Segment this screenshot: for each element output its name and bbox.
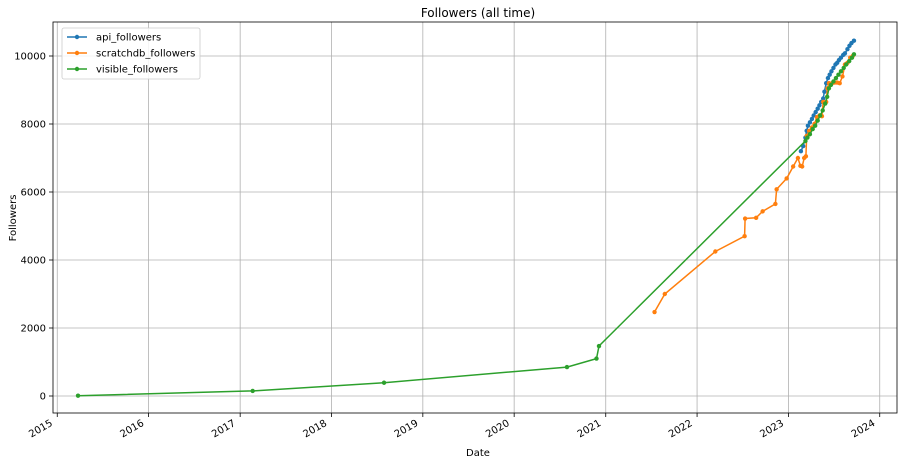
- data-point: [807, 132, 813, 137]
- data-point: [847, 58, 852, 64]
- data-point: [803, 154, 809, 159]
- series-layer: [75, 38, 857, 398]
- legend-box: [61, 27, 201, 80]
- series-visible-followers: [75, 52, 857, 398]
- legend-item: scratchdb_followers: [67, 49, 195, 60]
- data-point: [837, 81, 842, 86]
- legend-swatch-marker: [74, 66, 80, 72]
- y-axis-label: Followers: [8, 195, 19, 242]
- legend: api_followers scratchdb_followers visible_…: [61, 27, 201, 80]
- data-point: [594, 356, 599, 361]
- data-point: [841, 65, 846, 71]
- data-point: [806, 128, 812, 133]
- y-tick-label: 8000: [21, 120, 46, 131]
- legend-item: visible_followers: [67, 65, 178, 76]
- data-point: [809, 116, 815, 122]
- data-point: [760, 209, 765, 214]
- data-point: [774, 187, 779, 192]
- data-point: [798, 149, 804, 154]
- data-point: [820, 96, 826, 101]
- data-point: [795, 155, 801, 161]
- data-point: [753, 215, 759, 221]
- data-point: [713, 249, 718, 254]
- data-point: [812, 123, 818, 128]
- legend-swatch-marker: [74, 50, 80, 56]
- data-point: [596, 343, 602, 349]
- data-point: [742, 216, 748, 221]
- data-point: [652, 309, 657, 315]
- data-point: [828, 82, 834, 88]
- data-point: [831, 79, 836, 84]
- data-point: [790, 164, 796, 169]
- data-point: [825, 75, 831, 81]
- data-point: [849, 55, 855, 60]
- data-point: [829, 69, 834, 74]
- data-point: [836, 72, 841, 77]
- data-point: [845, 47, 850, 52]
- data-point: [817, 103, 822, 108]
- data-point: [844, 62, 849, 67]
- data-point: [851, 52, 857, 57]
- data-point: [842, 51, 848, 56]
- y-tick-label: 2000: [21, 324, 46, 335]
- data-point: [822, 89, 827, 94]
- x-axis-label: Date: [466, 448, 490, 459]
- data-point: [820, 108, 825, 113]
- data-point: [799, 164, 805, 169]
- data-point: [824, 94, 830, 100]
- data-point: [773, 201, 778, 207]
- legend-label: scratchdb_followers: [96, 49, 195, 60]
- y-tick-label: 10000: [14, 52, 46, 63]
- data-point: [805, 135, 810, 140]
- data-point: [822, 101, 828, 106]
- data-point: [840, 74, 845, 79]
- data-point: [815, 106, 820, 111]
- chart-title: Followers (all time): [421, 6, 535, 20]
- data-point: [851, 38, 857, 43]
- plot-frame: [52, 21, 898, 414]
- data-point: [827, 72, 832, 77]
- data-point: [803, 138, 808, 144]
- y-tick-label: 6000: [21, 188, 46, 199]
- data-point: [250, 388, 255, 394]
- data-point: [564, 364, 570, 370]
- y-axis: 0 2000 4000 6000 8000 10000: [14, 52, 53, 403]
- data-point: [742, 234, 747, 239]
- data-point: [813, 109, 818, 115]
- y-tick-label: 0: [40, 392, 46, 403]
- data-point: [662, 291, 667, 297]
- data-point: [805, 123, 811, 128]
- legend-item: api_followers: [67, 33, 161, 44]
- y-tick-label: 4000: [21, 256, 46, 267]
- data-point: [810, 126, 815, 132]
- data-point: [807, 120, 813, 125]
- data-point: [811, 113, 816, 118]
- data-point: [75, 393, 81, 398]
- data-point: [817, 113, 823, 118]
- data-point: [831, 65, 836, 71]
- data-point: [826, 86, 832, 91]
- data-point: [815, 118, 820, 123]
- legend-swatch-marker: [74, 34, 80, 40]
- data-point: [838, 69, 844, 74]
- legend-label: api_followers: [96, 33, 161, 44]
- data-point: [784, 176, 789, 181]
- legend-label: visible_followers: [96, 65, 178, 76]
- data-point: [833, 75, 839, 81]
- data-point: [381, 380, 387, 385]
